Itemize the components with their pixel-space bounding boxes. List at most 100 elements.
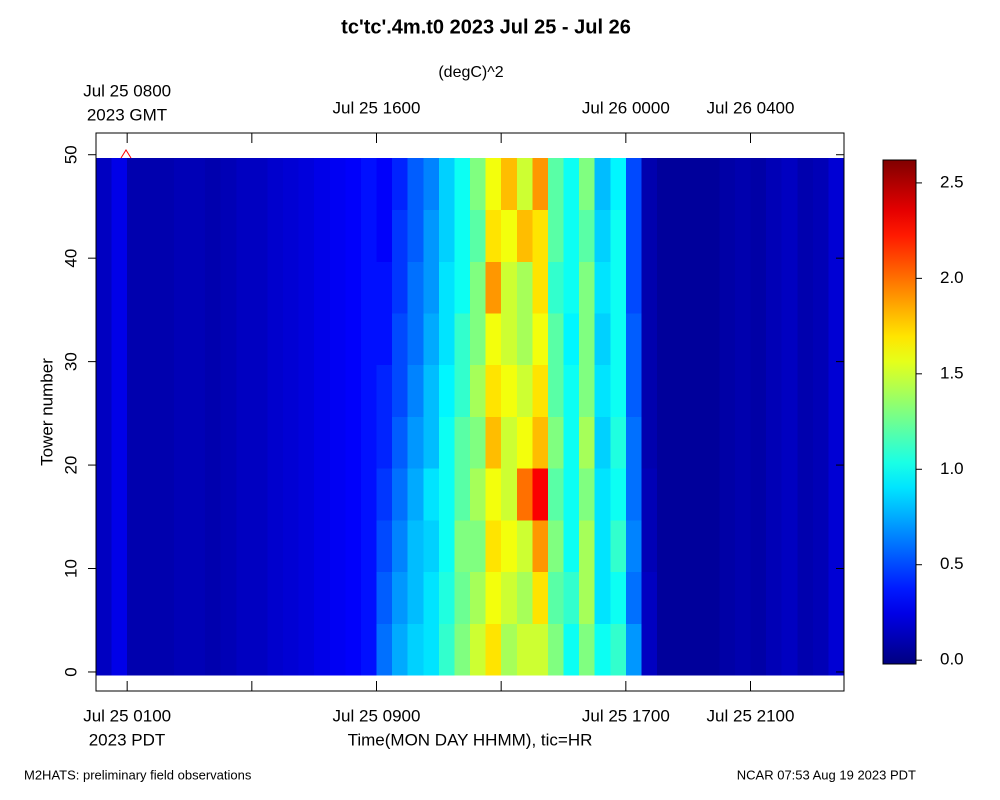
cell xyxy=(766,157,783,211)
cell xyxy=(501,468,518,521)
cell xyxy=(734,364,751,417)
cell xyxy=(547,261,564,314)
cell xyxy=(719,209,736,262)
cell xyxy=(454,416,471,469)
cell xyxy=(532,313,549,366)
cell xyxy=(329,364,346,417)
cell xyxy=(734,519,751,573)
cell xyxy=(173,261,190,314)
cell xyxy=(703,468,720,521)
cell xyxy=(314,623,331,676)
cell xyxy=(470,468,487,521)
footer-right: NCAR 07:53 Aug 19 2023 PDT xyxy=(737,767,916,782)
cell xyxy=(579,157,596,211)
cell xyxy=(96,157,113,211)
cell xyxy=(111,416,128,469)
cell xyxy=(345,623,362,676)
cell xyxy=(454,519,471,573)
cell xyxy=(329,209,346,262)
cell xyxy=(407,313,424,366)
cell xyxy=(797,571,814,624)
cell xyxy=(438,364,455,417)
cell xyxy=(750,261,767,314)
cell xyxy=(142,209,159,262)
cell xyxy=(547,364,564,417)
cell xyxy=(236,623,253,676)
cell xyxy=(812,519,829,573)
cell xyxy=(454,157,471,211)
cell xyxy=(812,416,829,469)
cell xyxy=(283,364,300,417)
cell xyxy=(516,623,533,676)
cell xyxy=(750,364,767,417)
cell xyxy=(251,416,268,469)
cell xyxy=(641,468,658,521)
cell xyxy=(610,313,627,366)
cell xyxy=(594,209,611,262)
cell xyxy=(376,209,393,262)
cell xyxy=(781,571,798,624)
cell xyxy=(563,571,580,624)
cell xyxy=(205,313,222,366)
cell xyxy=(532,364,549,417)
cell xyxy=(392,468,409,521)
cell xyxy=(579,519,596,573)
cell xyxy=(812,157,829,211)
cell xyxy=(454,364,471,417)
cell xyxy=(438,261,455,314)
cell xyxy=(407,157,424,211)
cell xyxy=(625,364,642,417)
cell xyxy=(298,364,315,417)
cell xyxy=(610,157,627,211)
colorbar-tick-label: 1.0 xyxy=(940,459,964,478)
cell xyxy=(111,364,128,417)
cell xyxy=(750,157,767,211)
cell xyxy=(205,416,222,469)
cell xyxy=(376,364,393,417)
cell xyxy=(205,364,222,417)
cell xyxy=(189,209,206,262)
cell xyxy=(734,157,751,211)
cell xyxy=(454,209,471,262)
cell xyxy=(781,519,798,573)
cell xyxy=(703,313,720,366)
cell xyxy=(329,623,346,676)
cell xyxy=(594,313,611,366)
cell xyxy=(329,261,346,314)
cell xyxy=(532,623,549,676)
x-zone-label: 2023 PDT xyxy=(89,730,166,749)
cell xyxy=(734,571,751,624)
cell xyxy=(594,519,611,573)
cell xyxy=(158,313,175,366)
cell xyxy=(610,209,627,262)
cell xyxy=(407,364,424,417)
cell xyxy=(360,468,377,521)
top-x-tick-label: Jul 25 1600 xyxy=(333,98,421,117)
cell xyxy=(298,157,315,211)
cell xyxy=(641,571,658,624)
cell xyxy=(360,313,377,366)
cell xyxy=(158,468,175,521)
cell xyxy=(719,623,736,676)
cell xyxy=(142,364,159,417)
cell xyxy=(423,209,440,262)
cell xyxy=(360,157,377,211)
cell xyxy=(283,416,300,469)
cell xyxy=(96,623,113,676)
cell xyxy=(158,519,175,573)
cell xyxy=(392,209,409,262)
cell xyxy=(485,209,502,262)
cell xyxy=(812,571,829,624)
cell xyxy=(236,209,253,262)
cell xyxy=(251,209,268,262)
cell xyxy=(236,157,253,211)
cell xyxy=(127,623,144,676)
cell xyxy=(392,157,409,211)
top-zone-label: 2023 GMT xyxy=(87,105,167,124)
cell xyxy=(283,157,300,211)
cell xyxy=(438,209,455,262)
cell xyxy=(610,571,627,624)
cell xyxy=(189,519,206,573)
cell xyxy=(766,468,783,521)
